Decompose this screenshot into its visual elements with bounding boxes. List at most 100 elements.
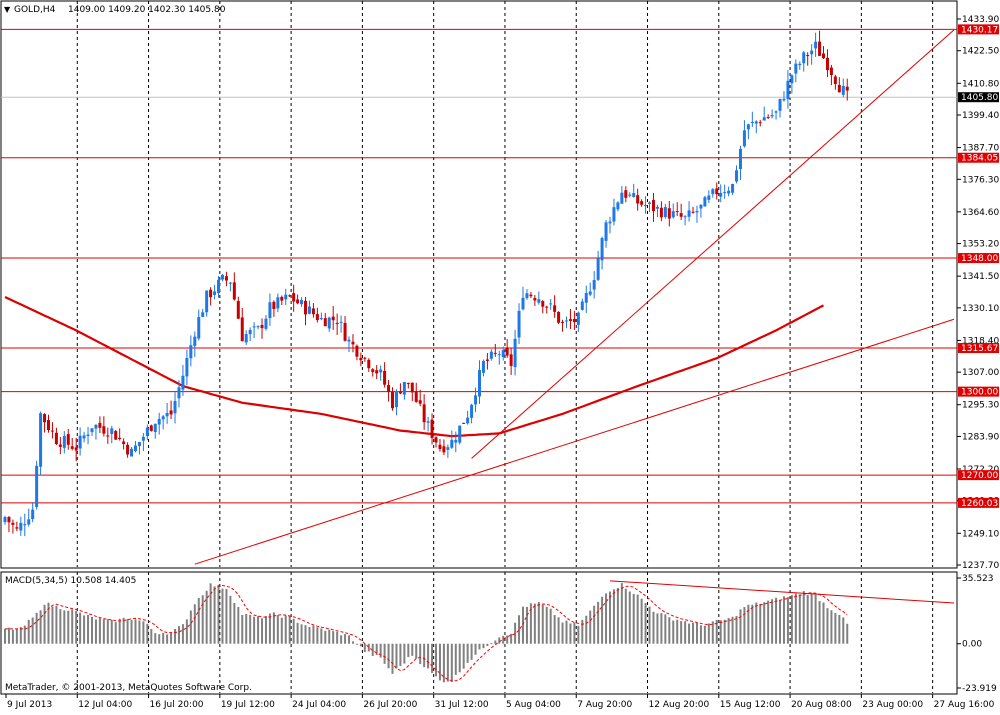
macd-histogram-bar — [359, 643, 362, 647]
y-tick-label: 1376.30 — [962, 175, 999, 185]
candle-body — [161, 416, 165, 420]
macd-histogram-bar — [458, 643, 461, 673]
candle-body — [339, 321, 343, 323]
macd-divergence-line — [609, 580, 955, 604]
macd-histogram-bar — [688, 623, 691, 644]
symbol-dropdown-icon[interactable]: ▼ — [4, 5, 11, 14]
macd-histogram-bar — [478, 643, 481, 650]
candle-body — [387, 385, 391, 392]
macd-histogram-bar — [328, 629, 331, 644]
macd-histogram-bar — [719, 620, 722, 644]
macd-histogram-bar — [276, 615, 279, 644]
candle-body — [236, 301, 240, 319]
candle-body — [778, 98, 782, 111]
macd-histogram-bar — [351, 641, 354, 644]
candle-body — [640, 201, 644, 205]
macd-histogram-bar — [94, 619, 97, 644]
candle-body — [240, 317, 244, 342]
candle-body — [723, 192, 727, 194]
macd-histogram-bar — [177, 626, 180, 644]
macd-histogram-bar — [55, 605, 58, 644]
candle-body — [228, 282, 232, 284]
macd-histogram-bar — [272, 612, 275, 644]
macd-histogram-bar — [838, 614, 841, 644]
candle-body — [371, 369, 375, 372]
candle-body — [786, 80, 790, 99]
candle-body — [663, 207, 667, 217]
candle-body — [616, 202, 620, 210]
macd-histogram-bar — [727, 617, 730, 644]
macd-histogram-bar — [605, 593, 608, 644]
candle-body — [509, 354, 513, 366]
candle-body — [46, 420, 50, 431]
x-tick-label: 5 Aug 04:00 — [506, 700, 561, 710]
macd-histogram-bar — [723, 619, 726, 644]
candle-body — [217, 279, 221, 294]
macd-histogram-bar — [312, 625, 315, 644]
candle-body — [414, 391, 418, 402]
x-tick-label: 26 Jul 20:00 — [363, 700, 417, 710]
main-plot-frame — [0, 0, 958, 569]
macd-y-tick-label: 35.523 — [962, 574, 994, 584]
candle-body — [375, 370, 379, 374]
macd-histogram-bar — [146, 623, 149, 644]
macd-histogram-bar — [502, 635, 505, 644]
candle-body — [398, 391, 402, 394]
candle-body — [331, 316, 335, 321]
candle-body — [462, 422, 466, 424]
macd-histogram-bar — [842, 617, 845, 644]
macd-histogram-bar — [209, 583, 212, 644]
candle-body — [43, 414, 47, 423]
macd-histogram-bar — [557, 617, 560, 644]
time-axis: 9 Jul 2013 12 Jul 04:00 16 Jul 20:00 19 Jul… — [5, 694, 995, 710]
macd-histogram-bar — [506, 635, 509, 644]
candle-body — [750, 121, 754, 124]
macd-histogram-bar — [624, 588, 627, 644]
candle-body — [742, 130, 746, 147]
macd-histogram-bar — [253, 616, 256, 644]
candle-body — [232, 282, 236, 300]
macd-plot-frame — [0, 571, 958, 695]
candle-body — [695, 210, 699, 213]
candle-body — [50, 430, 54, 432]
macd-histogram-bar — [280, 617, 283, 644]
macd-histogram-bar — [759, 603, 762, 644]
x-tick-label: 9 Jul 2013 — [7, 700, 52, 710]
macd-histogram-bar — [221, 588, 224, 644]
macd-histogram-bar — [834, 613, 837, 644]
candle-body — [624, 190, 628, 198]
macd-histogram-bar — [442, 643, 445, 683]
macd-histogram-bar — [391, 643, 394, 674]
macd-histogram-bar — [830, 610, 833, 644]
candle-body — [402, 381, 406, 395]
macd-histogram-bar — [332, 631, 335, 644]
macd-histogram-bar — [806, 594, 809, 644]
macd-y-tick-label: -23.919 — [962, 684, 997, 694]
candle-body — [501, 350, 505, 357]
candle-body — [193, 336, 197, 346]
candle-body — [604, 222, 608, 241]
macd-histogram-bar — [31, 617, 34, 644]
symbol-header: GOLD,H4 — [14, 5, 56, 15]
candle-body — [600, 238, 604, 261]
macd-histogram-bar — [798, 594, 801, 644]
macd-histogram-bar — [363, 643, 366, 652]
macd-histogram-bar — [379, 643, 382, 658]
candle-body — [564, 320, 568, 322]
macd-histogram-bar — [450, 643, 453, 682]
level-price-label: 1384.05 — [961, 154, 998, 164]
candle-body — [612, 207, 616, 222]
candle-body — [481, 360, 485, 373]
macd-histogram-bar — [138, 620, 141, 644]
candle-body — [596, 258, 600, 280]
level-price-label: 1315.67 — [961, 344, 998, 354]
candle-body — [458, 425, 462, 443]
candle-body — [11, 522, 15, 525]
macd-histogram-bar — [154, 633, 157, 644]
macd-histogram-bar — [300, 624, 303, 644]
candle-body — [343, 322, 347, 341]
candle-body — [505, 347, 509, 356]
x-tick-label: 27 Aug 16:00 — [934, 700, 995, 710]
candle-body — [818, 41, 822, 56]
candle-body — [553, 305, 557, 312]
